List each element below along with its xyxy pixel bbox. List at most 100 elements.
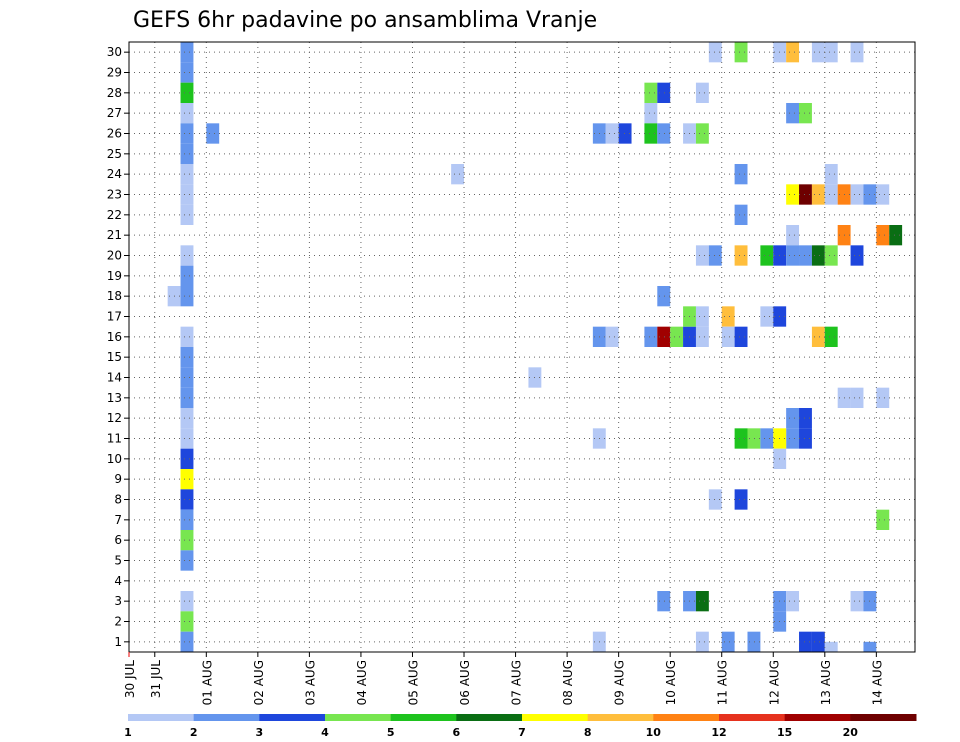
heatmap-cell [657,591,671,612]
heatmap-cell [824,641,838,652]
colorbar-swatch [653,714,720,721]
heatmap-cell [799,245,812,266]
heatmap-cell [180,123,194,144]
heatmap-cell [695,123,709,144]
heatmap-cell [799,631,812,652]
chart-title: GEFS 6hr padavine po ansamblima Vranje [133,8,597,33]
heatmap-cell [786,225,800,246]
heatmap-cell [644,82,658,103]
heatmap-cell [695,631,709,652]
x-tick-label: 07 AUG [510,660,524,705]
y-tick-label: 15 [107,350,122,364]
heatmap-cell [180,286,194,307]
heatmap-cell [786,42,800,63]
x-tick-label: 11 AUG [716,660,730,705]
heatmap-cell [786,245,800,266]
y-tick-label: 13 [107,391,122,405]
heatmap-cell [824,184,838,205]
heatmap-cell [708,42,722,63]
y-tick-label: 29 [107,66,122,80]
y-tick-label: 20 [107,249,122,263]
heatmap-cell [180,530,194,551]
heatmap-cell [180,326,194,347]
colorbar-label: 20 [843,726,859,739]
colorbar-swatch [850,714,917,721]
heatmap-cell [180,631,194,652]
heatmap-cell [180,184,194,205]
heatmap-cell [180,591,194,612]
heatmap-cell [799,408,812,429]
heatmap-cell [811,245,825,266]
heatmap-cell [695,245,709,266]
y-tick-label: 26 [107,127,122,141]
heatmap-cell [850,387,864,408]
heatmap-cell [734,42,748,63]
heatmap-cell [850,245,864,266]
heatmap-cell [180,387,194,408]
colorbar-label: 3 [255,726,263,739]
heatmap-cell [180,204,194,225]
y-tick-label: 27 [107,106,122,120]
colorbar-swatch [522,714,589,721]
y-tick-label: 24 [107,167,122,181]
heatmap-cell [760,245,774,266]
y-tick-label: 6 [114,533,122,547]
heatmap-cell [889,225,903,246]
heatmap-cell [811,42,825,63]
heatmap-cell [206,123,220,144]
y-tick-label: 16 [107,330,122,344]
y-tick-label: 7 [114,513,122,527]
colorbar-label: 12 [711,726,726,739]
y-tick-label: 18 [107,289,122,303]
colorbar-swatch [390,714,457,721]
y-tick-label: 17 [107,310,122,324]
heatmap-cell [695,306,709,327]
heatmap-cell [786,408,800,429]
heatmap-cell [721,631,735,652]
y-tick-label: 30 [107,45,122,59]
x-tick-label: 31 JUL [149,660,163,698]
colorbar-swatch [128,714,195,721]
colorbar-label: 8 [584,726,592,739]
x-axis-ticks: 30 JUL 31 JUL 01 AUG 02 AUG 03 AUG 04 AUG 05 A… [123,652,884,705]
heatmap-cell [180,265,194,286]
heatmap-cell [180,550,194,571]
heatmap-cell [695,82,709,103]
heatmap-cell [180,245,194,266]
y-tick-label: 22 [107,208,122,222]
y-tick-label: 14 [107,371,122,385]
heatmap-cell [180,82,194,103]
heatmap-cell [760,306,774,327]
heatmap-cell [876,387,890,408]
heatmap-cell [695,591,709,612]
y-tick-label: 23 [107,188,122,202]
colorbar: 1 2 3 4 5 6 7 8 10 12 15 20 [124,714,917,739]
heatmap-cell [618,123,632,144]
x-tick-label: 06 AUG [458,660,472,705]
heatmap-cell [824,164,838,185]
x-tick-label: 03 AUG [303,660,317,705]
heatmap-cell [811,326,825,347]
heatmap-cell [670,326,684,347]
heatmap-cell [786,184,800,205]
heatmap-cell [863,641,877,652]
heatmap-cell [811,184,825,205]
heatmap-cell [644,103,658,124]
y-tick-label: 25 [107,147,122,161]
heatmap-cell [180,367,194,388]
heatmap-cell [824,245,838,266]
heatmap-cell [180,448,194,469]
heatmap-cell [824,42,838,63]
heatmap-cell [734,489,748,510]
colorbar-swatch [719,714,786,721]
colorbar-swatch [325,714,392,721]
colorbar-swatch [259,714,326,721]
heatmap-cell [747,428,761,449]
heatmap-cells [167,42,903,652]
colorbar-label: 10 [646,726,662,739]
colorbar-label: 6 [452,726,460,739]
x-tick-label: 14 AUG [870,660,884,705]
heatmap-cell [786,428,800,449]
colorbar-label: 7 [518,726,526,739]
